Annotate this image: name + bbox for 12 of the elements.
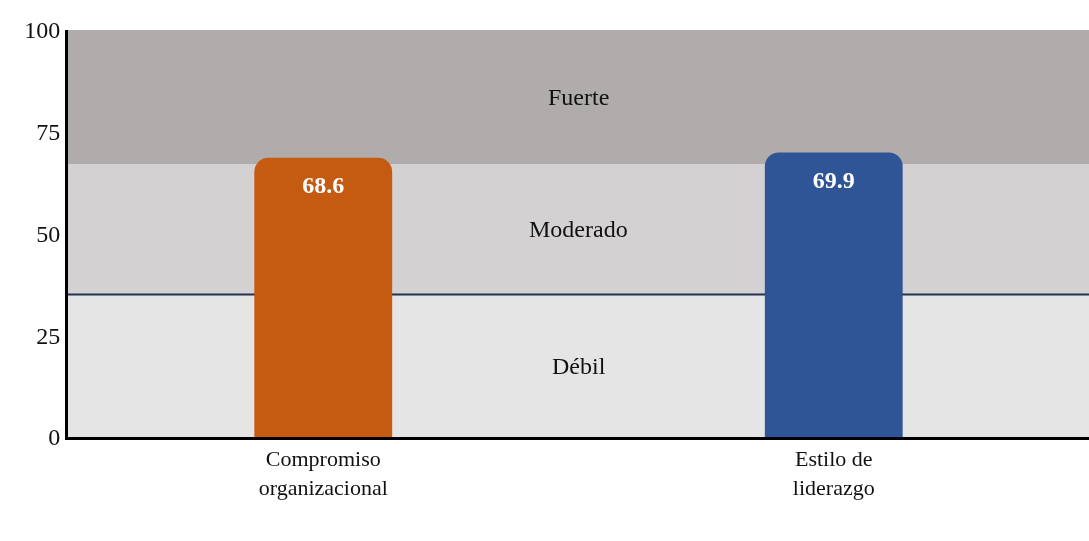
y-tick-label: 25 [36,322,61,349]
data-label: 69.9 [812,166,855,193]
band-label: Fuerte [548,84,610,110]
x-tick-label: Estilo de liderazgo [792,446,875,500]
x-tick-label: Compromiso organizacional [258,446,388,500]
y-tick-label: 75 [36,119,61,146]
band-label: Débil [552,353,606,379]
y-tick-label: 0 [48,424,61,451]
y-tick-label: 50 [36,220,61,247]
data-label: 68.6 [302,171,345,198]
band-label: Moderado [529,216,628,242]
y-tick-label: 100 [24,17,61,44]
